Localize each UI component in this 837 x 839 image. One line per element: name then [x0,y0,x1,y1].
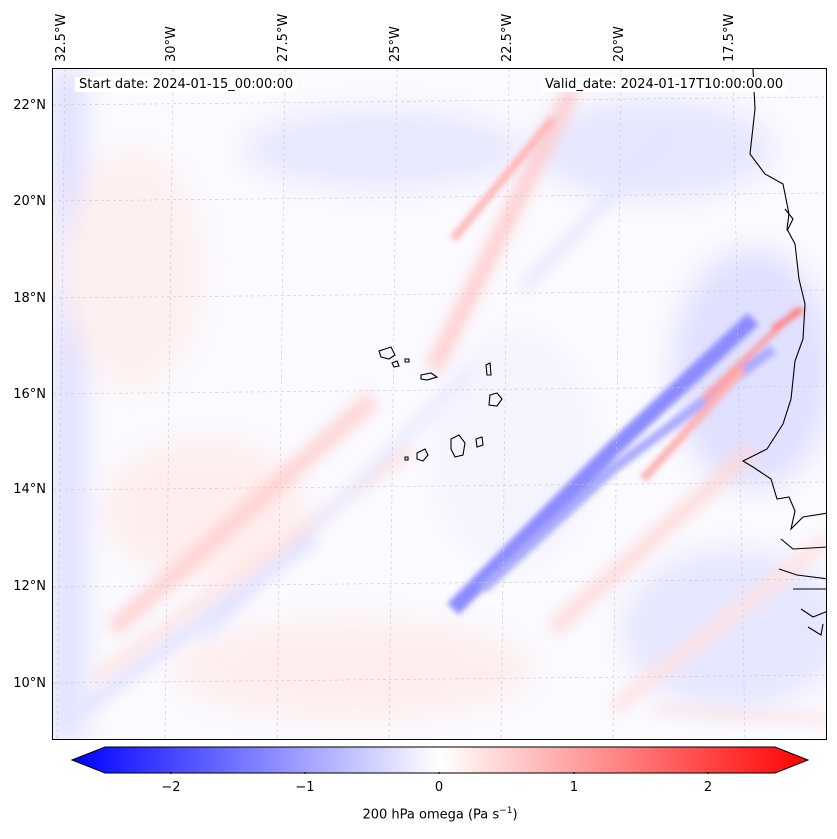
omega-field [53,69,826,739]
coastline [741,69,826,636]
colorbar-ticks [170,772,709,774]
colorbar-title: 200 hPa omega (Pa s−1) [0,806,837,822]
colorbar-tick-label: 2 [703,780,713,795]
colorbar-title-close: ) [512,807,518,823]
colorbar-title-text: 200 hPa omega (Pa s [362,807,500,823]
graticule [53,69,826,739]
lat-label: 14°N [13,482,46,497]
start-date-label: Start date: 2024-01-15_00:00:00 [75,77,298,92]
lon-label: 25°W [388,26,403,62]
lat-label: 18°N [13,291,46,306]
colorbar-title-exponent: −1 [499,806,513,816]
colorbar-bar [70,746,810,774]
omega-streaks [79,85,826,722]
colorbar [70,746,810,774]
valid-date-label: Valid_date: 2024-01-17T10:00:00.00 [541,77,788,92]
lon-label: 30°W [164,26,179,62]
lat-label: 12°N [13,579,46,594]
lat-label: 10°N [13,676,46,691]
lon-label: 17.5°W [722,13,737,62]
colorbar-tick-label: −1 [295,780,315,795]
colorbar-tick-label: 1 [569,780,579,795]
colorbar-tick-label: 0 [434,780,444,795]
lon-label: 20°W [612,26,627,62]
omega-jet [447,116,805,615]
colorbar-tick-label: −2 [161,780,181,795]
map-panel [52,68,827,740]
lon-label: 32.5°W [54,13,69,62]
island-icon [378,346,503,462]
lat-label: 22°N [13,98,46,113]
lon-label: 22.5°W [500,13,515,62]
lon-label: 27.5°W [276,13,291,62]
lat-label: 20°N [13,194,46,209]
lat-label: 16°N [13,387,46,402]
